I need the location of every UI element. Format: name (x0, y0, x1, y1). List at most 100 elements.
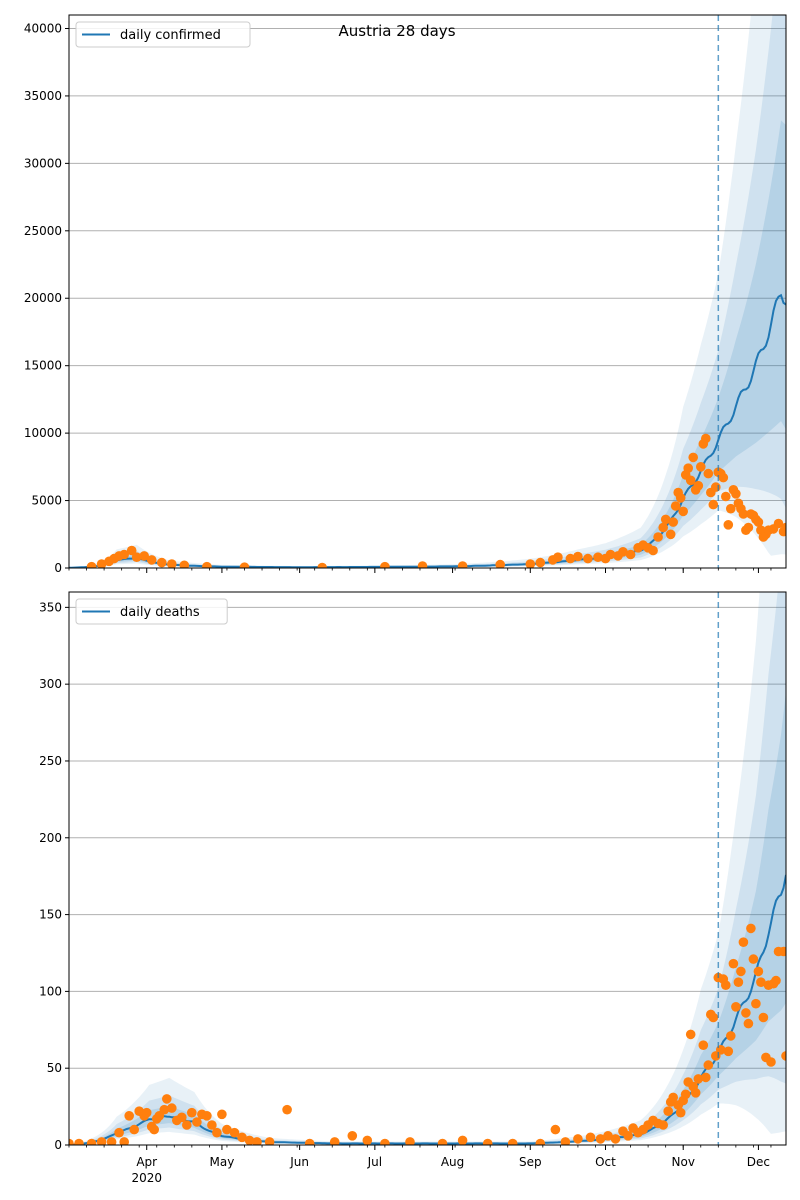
observed-point (778, 946, 786, 957)
observed-point (693, 480, 704, 491)
x-tick-label: Nov (672, 1155, 695, 1169)
observed-point (124, 1111, 134, 1121)
observed-point (380, 561, 390, 568)
daily-deaths-panel: 0 50 100 150 200 250 300 350 Apr 2020 May Jun Jul Aug… (39, 591, 787, 1185)
observed-point (317, 562, 327, 568)
observed-point (723, 520, 734, 530)
observed-point (648, 545, 658, 556)
observed-point (668, 517, 678, 527)
observed-point (781, 1051, 786, 1061)
observed-point (482, 1138, 493, 1145)
observed-point (721, 980, 731, 990)
observed-point (96, 559, 107, 568)
observed-point (202, 561, 212, 568)
legend-box (75, 598, 228, 625)
observed-point (119, 1137, 129, 1145)
x-year-label: 2020 (131, 1171, 162, 1185)
x-tick-label: Aug (441, 1155, 464, 1169)
observed-point (560, 1137, 571, 1145)
observed-point (282, 1104, 292, 1115)
y-tick-label: 30000 (24, 156, 62, 170)
observed-point (658, 522, 668, 533)
y-tick-label: 100 (39, 984, 62, 998)
daily-confirmed-panel: 0 5000 10000 15000 20000 25000 30000 35000 40000… (24, 14, 787, 575)
observed-point (329, 1137, 340, 1145)
observed-point (726, 503, 736, 514)
observed-point (753, 517, 764, 527)
observed-point (781, 522, 786, 533)
observed-point (573, 551, 583, 562)
observed-point (212, 1127, 222, 1138)
observed-point (690, 1088, 701, 1098)
observed-point (457, 561, 468, 568)
observed-point (766, 1057, 776, 1067)
x-tick-label: Dec (747, 1155, 770, 1169)
observed-point (74, 1138, 84, 1145)
observed-point (405, 1137, 415, 1145)
y-tick-label: 50 (47, 1061, 62, 1075)
y-tick-label: 10000 (24, 426, 62, 440)
observed-point (149, 1124, 159, 1135)
observed-point (603, 1131, 613, 1141)
observed-point (304, 1138, 315, 1145)
observed-point (680, 1089, 691, 1100)
observed-point (605, 549, 616, 560)
observed-point (495, 559, 505, 568)
observed-point (685, 1029, 696, 1040)
observed-point (417, 561, 428, 568)
observed-point (688, 452, 698, 463)
legend-box (75, 21, 251, 48)
observed-point (192, 1117, 202, 1127)
observed-point (157, 557, 167, 568)
observed-point (751, 998, 761, 1009)
observed-point (347, 1131, 358, 1141)
observed-point (708, 499, 719, 510)
observed-point (741, 1008, 751, 1018)
observed-point (362, 1135, 373, 1145)
observed-point (86, 1138, 97, 1145)
observed-point (457, 1135, 468, 1145)
observed-point (718, 472, 729, 483)
observed-point (675, 1107, 686, 1118)
observed-point (753, 966, 764, 977)
plot-area (69, 15, 786, 568)
observed-point (217, 1109, 227, 1120)
uncertainty-band (69, 15, 786, 568)
observed-point (244, 1135, 255, 1145)
observed-point (252, 1137, 262, 1145)
observed-point (733, 977, 744, 987)
legend-label: daily deaths (120, 605, 200, 620)
observed-point (583, 553, 593, 564)
observed-point (708, 1012, 719, 1023)
observed-point (723, 1046, 734, 1057)
observed-point (756, 977, 766, 987)
observed-point (167, 1103, 177, 1113)
observed-point (535, 1138, 546, 1145)
observed-point (159, 1104, 170, 1115)
observed-point (743, 1018, 754, 1029)
observed-point (553, 552, 563, 562)
observed-point (162, 1094, 172, 1104)
observed-point (738, 509, 749, 519)
observed-point (703, 1060, 714, 1070)
observed-point (731, 1002, 741, 1012)
observed-point (668, 1092, 678, 1103)
observed-point (380, 1138, 390, 1145)
observed-point (131, 552, 142, 562)
y-tick-label: 15000 (24, 359, 62, 373)
observed-point (665, 529, 676, 540)
uncertainty-band (69, 15, 786, 568)
y-tick-label: 200 (39, 831, 62, 845)
observed-point (670, 501, 681, 511)
observed-point (187, 1107, 197, 1118)
observed-point (525, 559, 536, 568)
observed-point (701, 1072, 711, 1083)
observed-point (696, 462, 706, 472)
observed-point (678, 506, 688, 517)
observed-point (698, 1040, 709, 1050)
x-tick-label: Jun (289, 1155, 309, 1169)
legend: daily deaths (75, 598, 228, 625)
observed-point (237, 1132, 247, 1143)
uncertainty-band (69, 592, 786, 1145)
observed-point (758, 1012, 769, 1023)
